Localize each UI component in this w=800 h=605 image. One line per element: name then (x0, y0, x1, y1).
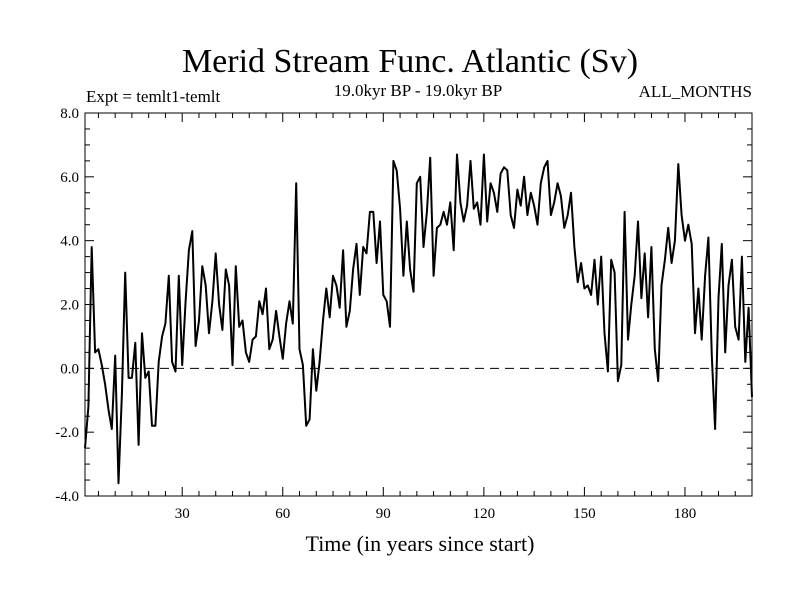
x-tick-label: 30 (175, 506, 190, 522)
y-tick-label: -4.0 (55, 489, 79, 505)
x-axis-label: Time (in years since start) (306, 531, 535, 556)
axis-ticks: 30 60 90 120 150 180 -4.0 -2.0 0.0 2.0 4.0 6.0 8.0 (55, 106, 752, 522)
x-tick-label: 60 (275, 506, 290, 522)
y-tick-label: 6.0 (60, 170, 79, 186)
y-tick-label: 2.0 (60, 298, 79, 314)
y-tick-label: 8.0 (60, 106, 79, 122)
y-tick-label: 0.0 (60, 361, 79, 377)
x-tick-label: 150 (573, 506, 596, 522)
series-line (84, 153, 753, 485)
x-tick-label: 90 (376, 506, 391, 522)
subtitle-left: Expt = temlt1-temlt (86, 87, 221, 106)
subtitle-right: ALL_MONTHS (639, 82, 752, 101)
y-tick-label: -2.0 (55, 425, 79, 441)
chart-title: Merid Stream Func. Atlantic (Sv) (182, 43, 638, 80)
subtitle-center: 19.0kyr BP - 19.0kyr BP (334, 81, 502, 100)
x-tick-label: 180 (674, 506, 697, 522)
y-tick-label: 4.0 (60, 234, 79, 250)
x-tick-label: 120 (473, 506, 496, 522)
